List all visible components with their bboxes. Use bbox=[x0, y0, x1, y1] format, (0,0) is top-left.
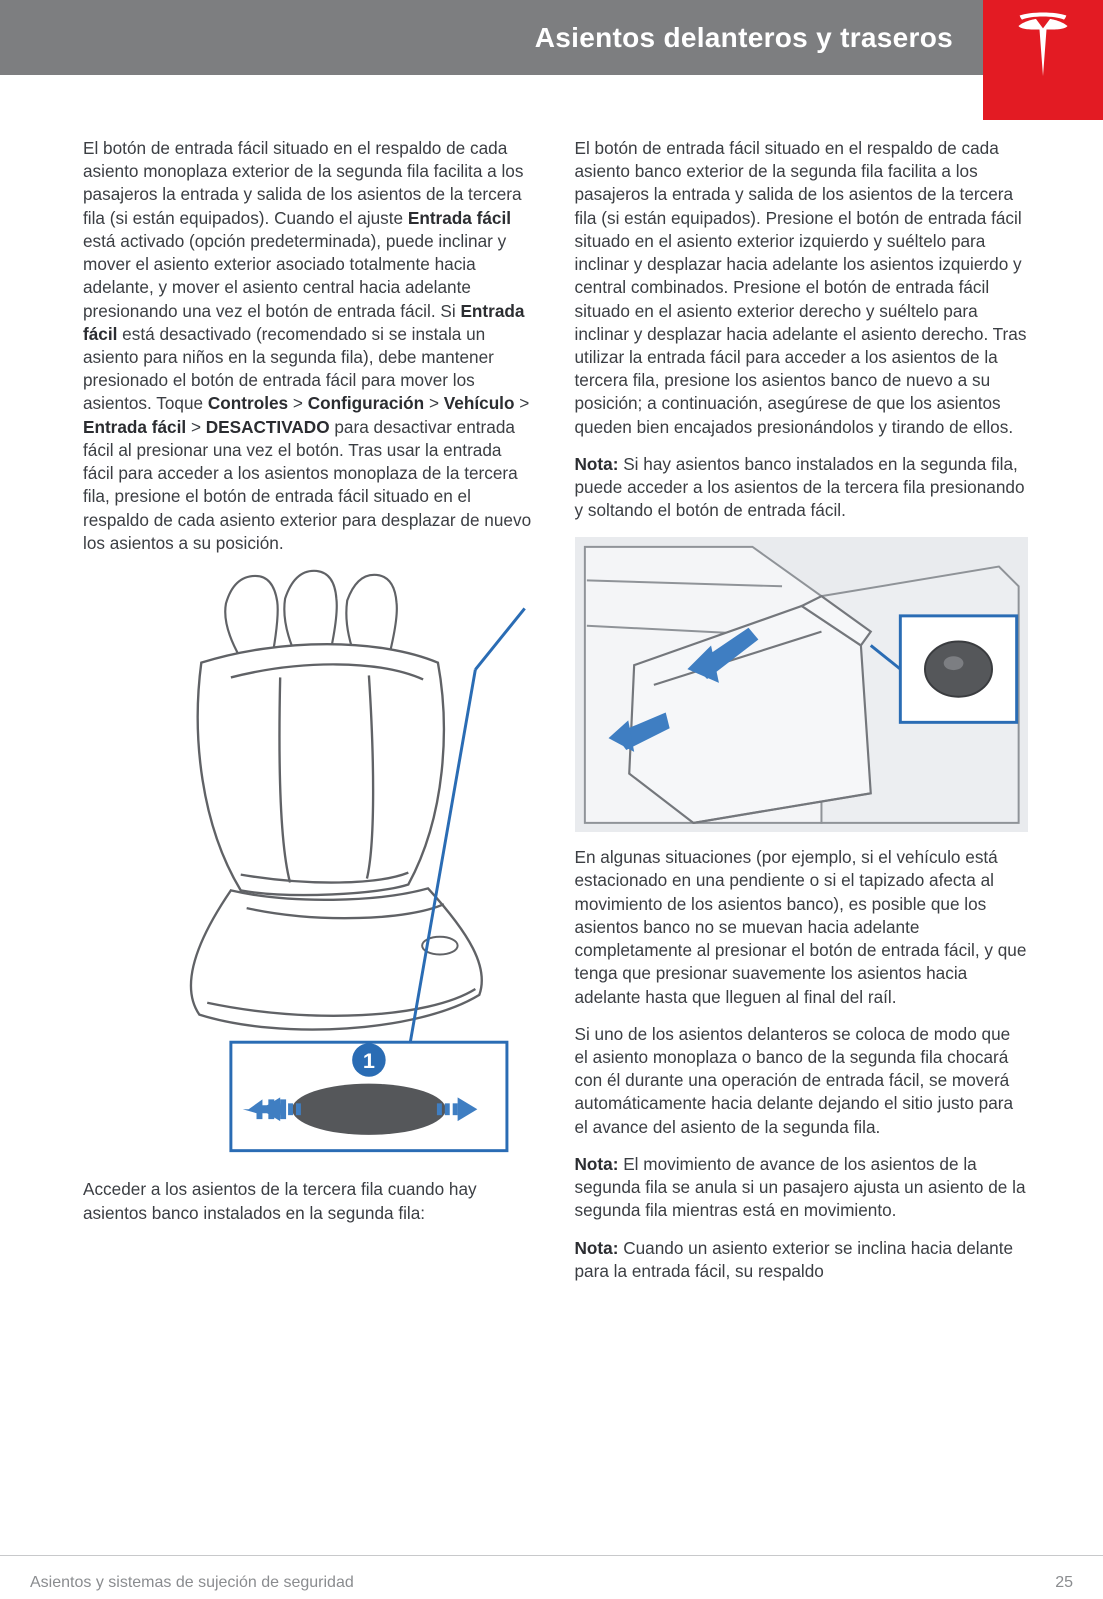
text: para desactivar entrada fácil al presion… bbox=[83, 417, 531, 553]
bold-text: Vehículo bbox=[444, 393, 515, 413]
text: > bbox=[514, 393, 529, 413]
text: El movimiento de avance de los asientos … bbox=[575, 1154, 1026, 1220]
right-paragraph-6: Nota: Cuando un asiento exterior se incl… bbox=[575, 1237, 1029, 1283]
page-footer: Asientos y sistemas de sujeción de segur… bbox=[0, 1555, 1103, 1599]
figure-caption: Acceder a los asientos de la tercera fil… bbox=[83, 1178, 537, 1224]
bold-text: Entrada fácil bbox=[83, 417, 186, 437]
tesla-logo-icon bbox=[1013, 12, 1073, 82]
text: > bbox=[288, 393, 308, 413]
callout-number: 1 bbox=[363, 1048, 375, 1073]
footer-section-title: Asientos y sistemas de sujeción de segur… bbox=[30, 1574, 354, 1592]
right-paragraph-1: El botón de entrada fácil situado en el … bbox=[575, 137, 1029, 439]
right-paragraph-4: Si uno de los asientos delanteros se col… bbox=[575, 1023, 1029, 1139]
note-label: Nota: bbox=[575, 1154, 619, 1174]
text: Cuando un asiento exterior se inclina ha… bbox=[575, 1238, 1014, 1281]
footer-page-number: 25 bbox=[1055, 1574, 1073, 1592]
seat-figure: 1 bbox=[83, 569, 537, 1161]
text: > bbox=[424, 393, 444, 413]
right-paragraph-3: En algunas situaciones (por ejemplo, si … bbox=[575, 846, 1029, 1009]
bold-text: DESACTIVADO bbox=[206, 417, 330, 437]
bold-text: Entrada fácil bbox=[408, 208, 511, 228]
left-paragraph-1: El botón de entrada fácil situado en el … bbox=[83, 137, 537, 555]
right-paragraph-5: Nota: El movimiento de avance de los asi… bbox=[575, 1153, 1029, 1223]
bold-text: Controles bbox=[208, 393, 288, 413]
note-label: Nota: bbox=[575, 1238, 619, 1258]
right-paragraph-2: Nota: Si hay asientos banco instalados e… bbox=[575, 453, 1029, 523]
page-header: Asientos delanteros y traseros bbox=[0, 0, 1103, 75]
left-column: El botón de entrada fácil situado en el … bbox=[83, 137, 537, 1535]
bench-seat-figure bbox=[575, 537, 1029, 833]
note-label: Nota: bbox=[575, 454, 619, 474]
text: Si hay asientos banco instalados en la s… bbox=[575, 454, 1025, 520]
right-column: El botón de entrada fácil situado en el … bbox=[575, 137, 1029, 1535]
page: Asientos delanteros y traseros El botón … bbox=[0, 0, 1103, 1599]
bold-text: Configuración bbox=[308, 393, 425, 413]
text: está activado (opción predeterminada), p… bbox=[83, 231, 506, 321]
text: > bbox=[186, 417, 206, 437]
content-body: El botón de entrada fácil situado en el … bbox=[0, 75, 1103, 1555]
brand-logo bbox=[983, 0, 1103, 120]
